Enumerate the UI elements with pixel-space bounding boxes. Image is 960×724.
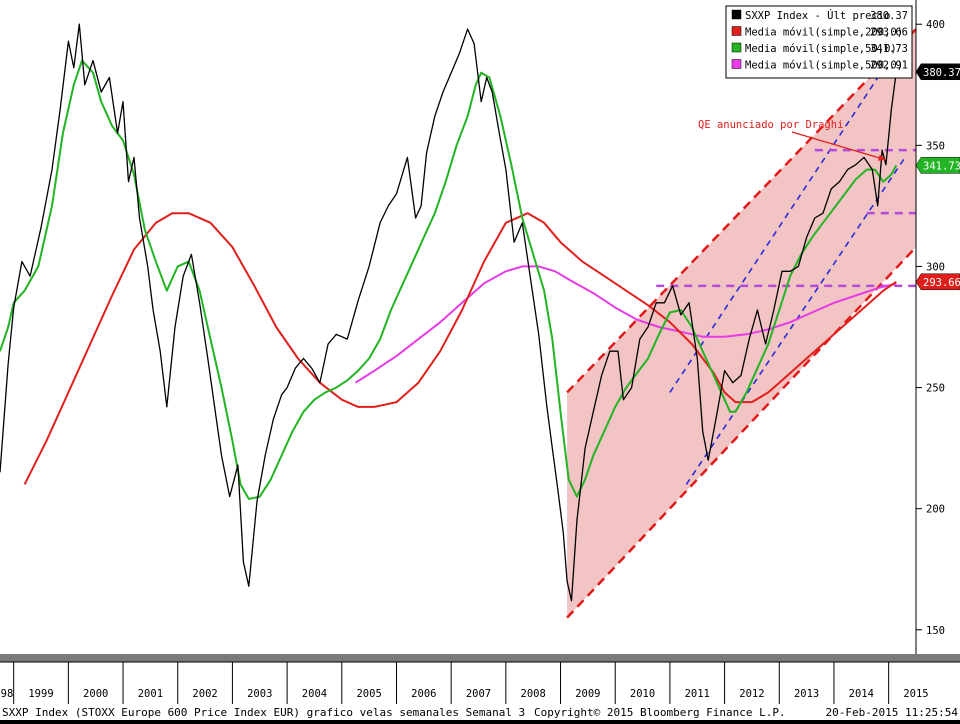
x-tick-label-2007: 2007 (466, 688, 491, 700)
y-tick-label-150: 150 (926, 625, 945, 637)
y-axis-panel (916, 0, 960, 654)
x-tick-label-2002: 2002 (192, 688, 217, 700)
legend-swatch-3 (731, 59, 742, 69)
annotation-label: QE anunciado por Draghi (698, 119, 843, 131)
trend-channel-fill (567, 29, 916, 618)
legend-swatch-0 (731, 9, 742, 20)
x-axis: 98 1999 2000 2001 2002 2003 2004 2005 2006 2007 20… (1, 662, 929, 704)
x-tick-label-2006: 2006 (411, 688, 436, 700)
footer-bar (0, 704, 960, 720)
x-tick-label-2009: 2009 (575, 688, 600, 700)
x-tick-label-1999: 1999 (28, 688, 53, 700)
x-tick-label-2004: 2004 (302, 688, 327, 700)
x-tick-label-2014: 2014 (849, 688, 874, 700)
legend-value-2: 341.73 (870, 43, 908, 55)
x-tick-label-2000: 2000 (83, 688, 108, 700)
inner-channel-upper (669, 35, 906, 393)
x-tick-label-2015: 2015 (903, 688, 928, 700)
x-tick-label-2008: 2008 (521, 688, 546, 700)
y-tick-label-350: 350 (926, 140, 945, 152)
legend-box (725, 5, 913, 79)
legend-swatch-1 (731, 26, 742, 36)
series-line-1 (0, 59, 898, 500)
y-tick-label-300: 300 (926, 261, 945, 273)
legend-value-3: 292.91 (870, 60, 908, 72)
footer-copyright: Copyright© 2015 Bloomberg Finance L.P. (534, 706, 786, 719)
price-tags: 380.37 341.73 293.66 (915, 63, 960, 291)
scroll-strip (0, 654, 960, 662)
x-tick-label-1998: 98 (1, 688, 14, 700)
x-tick-label-2013: 2013 (794, 688, 819, 700)
series-line-3 (354, 265, 897, 384)
legend-swatch-2 (731, 42, 742, 53)
legend-label-2: Media móvil(simple,50,0) (745, 43, 897, 55)
footer-description: SXXP Index (STOXX Europe 600 Price Index… (2, 706, 525, 719)
y-tick-label-200: 200 (926, 504, 945, 516)
x-tick-label-2001: 2001 (138, 688, 163, 700)
y-tick-label-250: 250 (926, 383, 945, 395)
x-tick-label-2003: 2003 (247, 688, 272, 700)
x-tick-label-2005: 2005 (356, 688, 381, 700)
series-line-0 (0, 23, 897, 602)
price-tag-label-0: 380.37 (923, 67, 960, 79)
x-tick-label-2012: 2012 (739, 688, 764, 700)
legend-value-0: 380.37 (870, 10, 908, 22)
legend-value-1: 293.66 (870, 27, 908, 39)
x-tick-label-2011: 2011 (685, 688, 710, 700)
price-tag-label-1: 341.73 (923, 160, 960, 172)
legend-label-3: Media móvil(simple,500,0) (745, 60, 903, 72)
annotation-arrowhead (877, 154, 886, 161)
plot-area: QE anunciado por Draghi (0, 23, 916, 619)
price-tag-1 (915, 157, 960, 174)
series-line-2 (23, 212, 897, 485)
trend-channel-upper (566, 28, 916, 394)
footer-timestamp: 20-Feb-2015 11:25:54 (826, 706, 959, 719)
price-tag-0 (915, 63, 960, 81)
y-tick-label-400: 400 (926, 19, 945, 31)
annotation-arrow (791, 131, 887, 161)
y-axis: 150 200 250 300 350 400 (916, 19, 945, 637)
legend-label-0: SXXP Index - Últ precio (745, 9, 890, 22)
price-tag-label-2: 293.66 (923, 277, 960, 289)
x-tick-label-2010: 2010 (630, 688, 655, 700)
price-tag-2 (915, 273, 960, 291)
trend-channel-lower (566, 246, 916, 619)
legend-label-1: Media móvil(simple,200,0) (745, 27, 903, 39)
x-axis-panel (0, 662, 960, 704)
